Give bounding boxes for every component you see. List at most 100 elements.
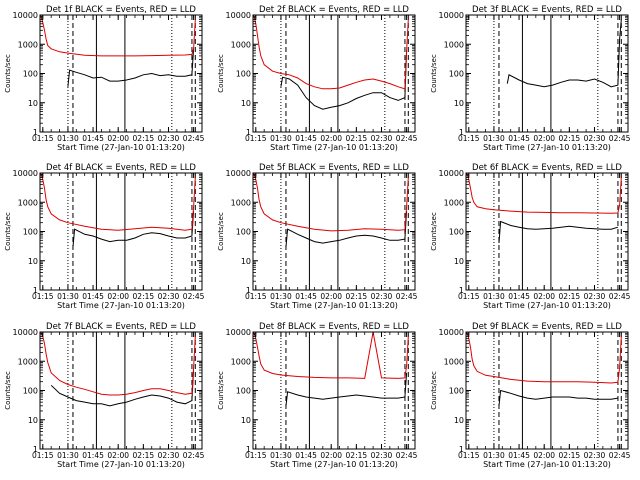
x-tick-label: 02:45 [396, 292, 418, 301]
panel-det-4f: Det 4f BLACK = Events, RED = LLD 1 10 100 10… [4, 163, 205, 310]
panel-det-5f: Det 5f BLACK = Events, RED = LLD 1 10 100 10… [217, 163, 418, 310]
lld-series-line [39, 331, 196, 396]
x-tick-label: 02:45 [609, 292, 631, 301]
y-tick-label: 1 [246, 128, 251, 137]
y-tick-label: 1 [459, 445, 464, 454]
x-tick-label: 01:15 [458, 134, 480, 143]
plot-frame [39, 172, 203, 291]
y-tick-label: 1 [33, 286, 38, 295]
x-tick-label: 01:15 [245, 134, 267, 143]
y-tick-label: 1000 [444, 40, 464, 49]
x-tick-label: 02:15 [559, 451, 581, 460]
y-tick-label: 100 [449, 70, 464, 79]
x-tick-label: 02:30 [584, 134, 606, 143]
x-axis-label: Start Time (27-Jan-10 01:13:20) [57, 301, 185, 310]
x-tick-label: 01:30 [57, 134, 79, 143]
panel-title: Det 1f BLACK = Events, RED = LLD [46, 5, 196, 15]
y-tick-label: 100 [23, 70, 38, 79]
y-tick-label: 1000 [18, 198, 38, 207]
x-tick-label: 02:45 [609, 451, 631, 460]
y-tick-label: 1000 [444, 198, 464, 207]
x-tick-label: 01:45 [295, 451, 317, 460]
x-tick-label: 01:30 [483, 134, 505, 143]
x-tick-label: 01:45 [82, 134, 104, 143]
x-tick-label: 02:00 [533, 292, 555, 301]
panel-title: Det 5f BLACK = Events, RED = LLD [259, 163, 409, 173]
x-tick-label: 02:30 [158, 292, 180, 301]
panel-det-7f: Det 7f BLACK = Events, RED = LLD 1 10 100 10… [4, 322, 205, 469]
y-tick-label: 1000 [18, 357, 38, 366]
x-tick-label: 01:30 [270, 451, 292, 460]
x-axis-label: Start Time (27-Jan-10 01:13:20) [483, 143, 611, 152]
y-axis-label: Counts/sec [430, 54, 438, 93]
x-tick-label: 02:00 [320, 451, 342, 460]
x-tick-label: 01:45 [295, 292, 317, 301]
panel-det-3f: Det 3f BLACK = Events, RED = LLD 1 10 100 10… [430, 5, 631, 152]
y-tick-label: 1000 [18, 40, 38, 49]
y-tick-label: 10 [241, 257, 251, 266]
y-tick-label: 1 [459, 286, 464, 295]
y-tick-label: 10 [454, 416, 464, 425]
y-tick-label: 1 [246, 286, 251, 295]
x-tick-label: 02:45 [183, 292, 205, 301]
x-tick-label: 02:30 [371, 292, 393, 301]
x-tick-label: 02:30 [584, 451, 606, 460]
x-axis-label: Start Time (27-Jan-10 01:13:20) [270, 460, 398, 469]
panel-det-1f: Det 1f BLACK = Events, RED = LLD 1 10 100 10… [4, 5, 205, 152]
x-tick-label: 01:30 [270, 292, 292, 301]
events-series-line [285, 211, 408, 247]
x-tick-label: 02:15 [133, 292, 155, 301]
panel-title: Det 6f BLACK = Events, RED = LLD [472, 163, 622, 173]
lld-series-line [252, 14, 409, 90]
y-tick-label: 1 [459, 128, 464, 137]
x-tick-label: 01:15 [458, 292, 480, 301]
plot-frame [39, 331, 203, 450]
y-tick-label: 10000 [13, 169, 38, 178]
y-axis-label: Counts/sec [430, 371, 438, 410]
x-tick-label: 01:30 [483, 451, 505, 460]
panel-det-2f: Det 2f BLACK = Events, RED = LLD 1 10 100 10… [217, 5, 418, 152]
x-tick-label: 01:45 [82, 451, 104, 460]
y-tick-label: 10 [28, 416, 38, 425]
x-tick-label: 01:45 [508, 292, 530, 301]
lld-series-line [252, 331, 409, 379]
x-tick-label: 01:30 [57, 451, 79, 460]
y-tick-label: 10 [454, 99, 464, 108]
panel-title: Det 4f BLACK = Events, RED = LLD [46, 163, 196, 173]
x-tick-label: 02:00 [533, 134, 555, 143]
x-axis-label: Start Time (27-Jan-10 01:13:20) [270, 143, 398, 152]
events-series-line [285, 372, 408, 406]
x-axis-label: Start Time (27-Jan-10 01:13:20) [57, 460, 185, 469]
x-tick-label: 01:30 [483, 292, 505, 301]
plot-frame [252, 14, 416, 133]
x-tick-label: 02:00 [107, 292, 129, 301]
x-tick-label: 02:45 [609, 134, 631, 143]
y-tick-label: 1000 [231, 198, 251, 207]
panel-title: Det 7f BLACK = Events, RED = LLD [46, 322, 196, 332]
y-tick-label: 100 [236, 228, 251, 237]
y-tick-label: 10 [28, 257, 38, 266]
events-series-line [72, 211, 195, 247]
x-tick-label: 02:15 [346, 292, 368, 301]
events-series-line [498, 389, 618, 406]
x-tick-label: 02:30 [584, 292, 606, 301]
x-tick-label: 02:30 [158, 134, 180, 143]
events-series-line [280, 50, 408, 110]
panel-det-6f: Det 6f BLACK = Events, RED = LLD 1 10 100 10… [430, 163, 631, 310]
events-series-line [50, 370, 195, 407]
plot-frame [465, 331, 629, 450]
x-tick-label: 02:45 [183, 134, 205, 143]
panel-det-8f: Det 8f BLACK = Events, RED = LLD 1 10 100 10… [217, 322, 418, 469]
y-tick-label: 10000 [439, 328, 464, 337]
panel-title: Det 9f BLACK = Events, RED = LLD [472, 322, 622, 332]
x-tick-label: 01:15 [245, 451, 267, 460]
x-tick-label: 01:45 [508, 451, 530, 460]
y-tick-label: 10000 [13, 328, 38, 337]
x-axis-label: Start Time (27-Jan-10 01:13:20) [483, 301, 611, 310]
y-tick-label: 10 [241, 416, 251, 425]
y-axis-label: Counts/sec [4, 54, 12, 93]
x-tick-label: 01:30 [270, 134, 292, 143]
x-tick-label: 02:45 [396, 451, 418, 460]
x-tick-label: 02:45 [396, 134, 418, 143]
